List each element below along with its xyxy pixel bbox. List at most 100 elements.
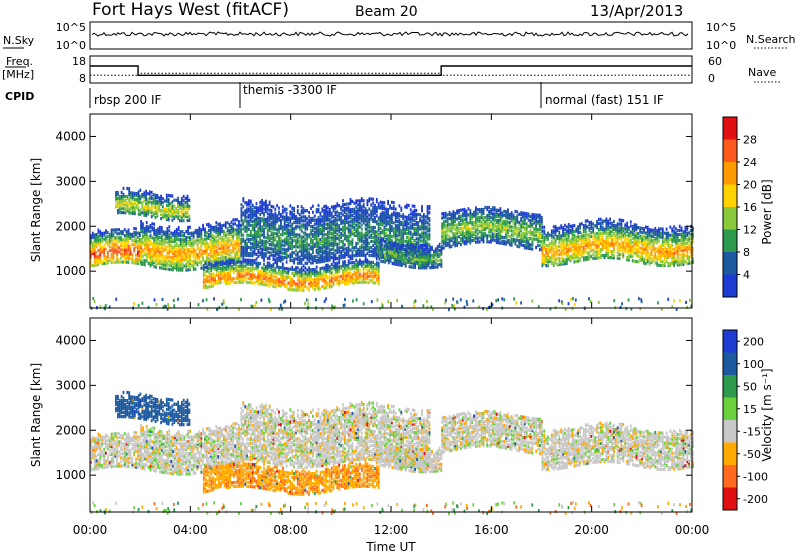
power-cell <box>142 230 144 234</box>
power-cell <box>345 278 348 282</box>
power-cell <box>418 264 420 268</box>
power-cell <box>327 234 329 238</box>
power-cell <box>338 238 341 242</box>
power-cell <box>429 253 432 258</box>
power-cell <box>383 219 386 223</box>
power-cell <box>391 218 393 223</box>
power-cell <box>374 275 376 279</box>
power-cell <box>443 226 445 230</box>
power-cell <box>186 194 189 198</box>
power-cell <box>137 243 139 247</box>
power-cell <box>287 230 290 234</box>
power-cell <box>249 262 252 266</box>
power-cell <box>360 249 363 253</box>
power-cell <box>312 255 314 259</box>
power-cell <box>127 240 130 244</box>
power-cell <box>377 222 380 226</box>
power-cell <box>192 265 195 269</box>
power-cell <box>244 278 247 282</box>
power-cell <box>281 272 284 276</box>
power-cell <box>424 241 427 245</box>
date-label: 13/Apr/2013 <box>590 2 683 20</box>
power-cell <box>246 227 248 231</box>
power-cell <box>153 254 156 259</box>
power-cell <box>450 212 453 216</box>
power-cell <box>349 230 352 234</box>
power-cell <box>298 217 301 221</box>
power-cell <box>108 257 111 261</box>
power-cell <box>280 239 282 243</box>
power-cell <box>248 219 250 223</box>
power-cell <box>117 198 119 203</box>
power-cell <box>409 238 412 242</box>
power-cell <box>272 221 275 225</box>
power-cell <box>289 244 292 248</box>
power-cell <box>402 262 405 266</box>
power-cell <box>325 286 327 290</box>
power-cell <box>110 232 113 236</box>
power-cell <box>257 230 260 234</box>
power-cell <box>488 234 490 238</box>
power-cell <box>101 246 104 250</box>
power-cell <box>133 212 136 216</box>
power-cell <box>410 265 413 269</box>
power-cell <box>446 217 449 221</box>
power-cell <box>147 235 150 239</box>
power-cell <box>306 278 309 282</box>
power-cell <box>196 263 199 267</box>
power-cell <box>349 220 352 224</box>
power-cell <box>427 258 430 262</box>
power-cell <box>478 240 481 244</box>
power-cell <box>129 232 132 236</box>
power-cell <box>353 233 356 238</box>
power-cell <box>229 275 231 279</box>
power-cell <box>255 238 258 242</box>
power-cell <box>150 190 153 194</box>
power-cell <box>387 255 390 259</box>
power-cell <box>276 220 278 224</box>
power-cell <box>321 249 324 253</box>
power-cell <box>296 282 299 286</box>
power-cell <box>402 233 405 237</box>
power-cell <box>319 254 322 258</box>
power-cell <box>115 197 117 201</box>
power-cell <box>391 220 393 225</box>
power-cell <box>415 217 418 221</box>
power-cell <box>227 273 230 277</box>
power-cell <box>253 244 256 248</box>
power-cell <box>110 252 113 256</box>
power-cell <box>372 201 374 205</box>
power-cell <box>287 248 290 252</box>
power-cell <box>387 259 390 263</box>
power-cell <box>170 239 173 243</box>
power-cell <box>366 225 369 229</box>
power-cell <box>347 261 350 265</box>
power-cell <box>353 271 356 275</box>
power-cell <box>246 266 248 270</box>
power-cell <box>328 271 331 275</box>
power-cell <box>381 217 384 221</box>
power-cell <box>399 245 401 249</box>
power-cell <box>351 252 354 256</box>
power-cell <box>101 250 104 254</box>
power-cell <box>362 199 365 203</box>
power-cell <box>192 259 195 263</box>
power-cell <box>374 205 376 209</box>
power-cell <box>261 280 263 284</box>
power-cell <box>458 209 460 213</box>
power-cell <box>272 274 275 278</box>
power-cell <box>374 230 376 234</box>
power-cell <box>253 232 256 236</box>
power-cell <box>240 237 243 241</box>
power-cell <box>255 212 258 216</box>
power-cell <box>249 246 252 250</box>
power-cell <box>155 245 157 249</box>
power-cell <box>338 246 341 250</box>
power-cell <box>249 207 252 211</box>
power-cell <box>266 263 269 267</box>
power-cell <box>162 215 164 219</box>
power-cell <box>171 206 174 210</box>
power-cell <box>340 254 342 258</box>
power-cell <box>423 213 425 217</box>
power-cell <box>143 211 146 215</box>
